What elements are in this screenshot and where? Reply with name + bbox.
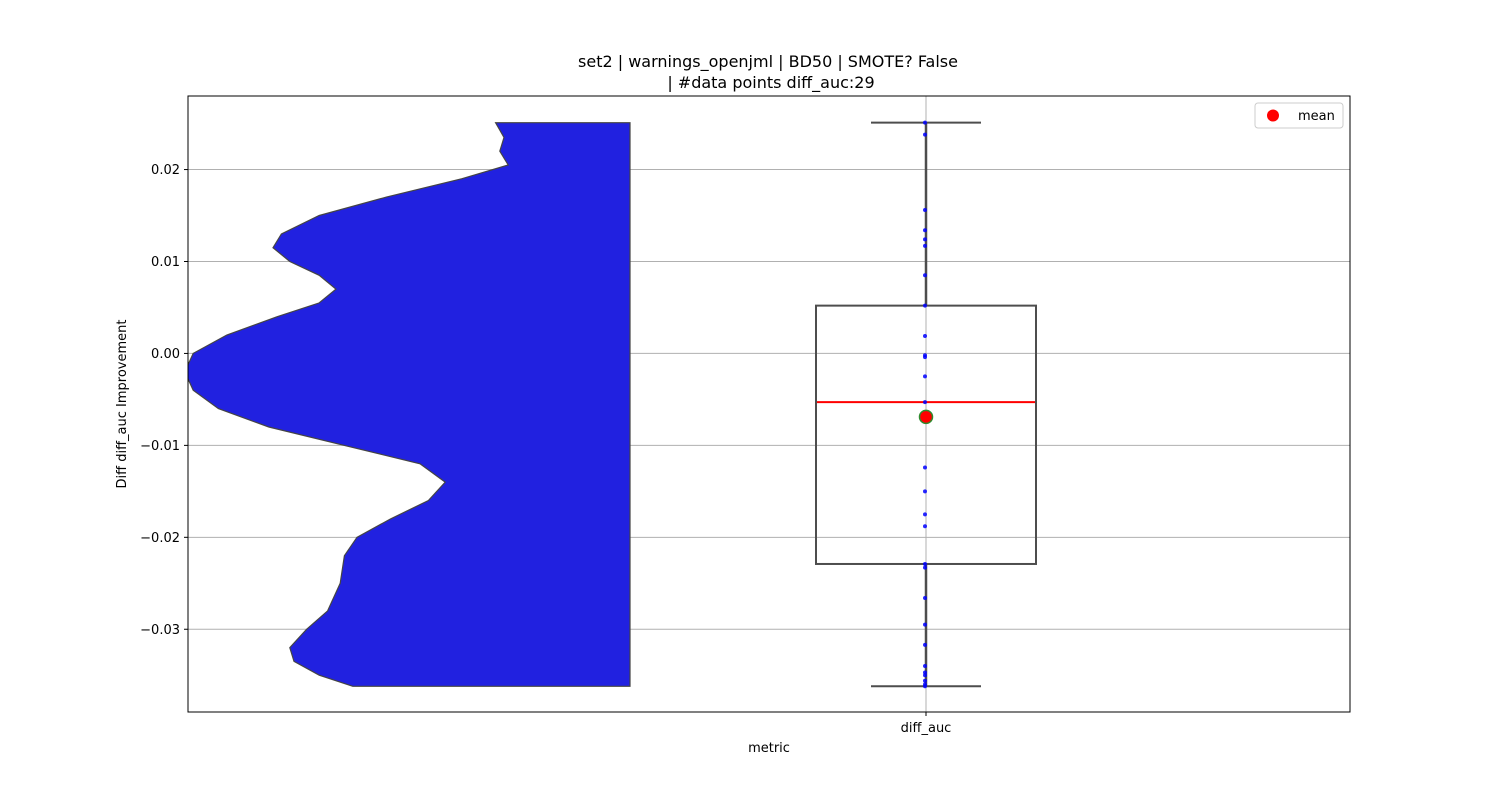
data-point (923, 642, 927, 647)
data-point (923, 355, 927, 360)
chart-title-line-1: set2 | warnings_openjml | BD50 | SMOTE? … (578, 52, 958, 72)
data-point (923, 273, 927, 278)
y-tick-label: −0.01 (140, 439, 180, 454)
y-tick-label: 0.02 (151, 163, 180, 178)
data-point (923, 465, 927, 470)
y-tick-label: 0.00 (151, 347, 180, 362)
data-point (923, 228, 927, 233)
y-tick-label: −0.03 (140, 623, 180, 638)
y-tick-label: 0.01 (151, 255, 180, 270)
legend-mean-label: mean (1298, 109, 1335, 124)
mean-marker (918, 409, 934, 425)
data-point (923, 524, 927, 529)
chart-title-line-2: | #data points diff_auc:29 (667, 73, 874, 93)
data-point (923, 374, 927, 379)
points-layer (918, 120, 934, 689)
x-ticks: diff_auc (901, 712, 952, 736)
violin-shape (188, 122, 631, 687)
data-point (923, 243, 927, 248)
data-point (923, 664, 927, 669)
data-point (923, 561, 927, 566)
data-point (923, 565, 927, 570)
data-point (923, 132, 927, 137)
data-point (923, 673, 927, 678)
x-tick-label: diff_auc (901, 721, 952, 736)
legend-box (1254, 102, 1344, 129)
plot-frame (187, 95, 1351, 713)
data-point (923, 595, 927, 600)
y-tick-label: −0.02 (140, 531, 180, 546)
legend-mean-marker (1267, 109, 1279, 122)
y-axis-label: Diff diff_auc Improvement (115, 320, 130, 489)
data-point (923, 120, 927, 125)
data-point (923, 208, 927, 213)
data-point (923, 670, 927, 675)
data-point (923, 512, 927, 517)
violin-layer (188, 122, 631, 687)
data-point (923, 333, 927, 338)
data-point (923, 684, 927, 689)
legend: mean (1254, 102, 1344, 129)
data-point (923, 678, 927, 683)
x-axis-label: metric (748, 741, 790, 756)
data-point (923, 237, 927, 242)
data-point (923, 303, 927, 308)
data-point (923, 489, 927, 494)
y-ticks: −0.03 −0.02 −0.01 0.00 0.01 0.02 (140, 163, 188, 638)
data-point (923, 400, 927, 405)
data-point (923, 622, 927, 627)
